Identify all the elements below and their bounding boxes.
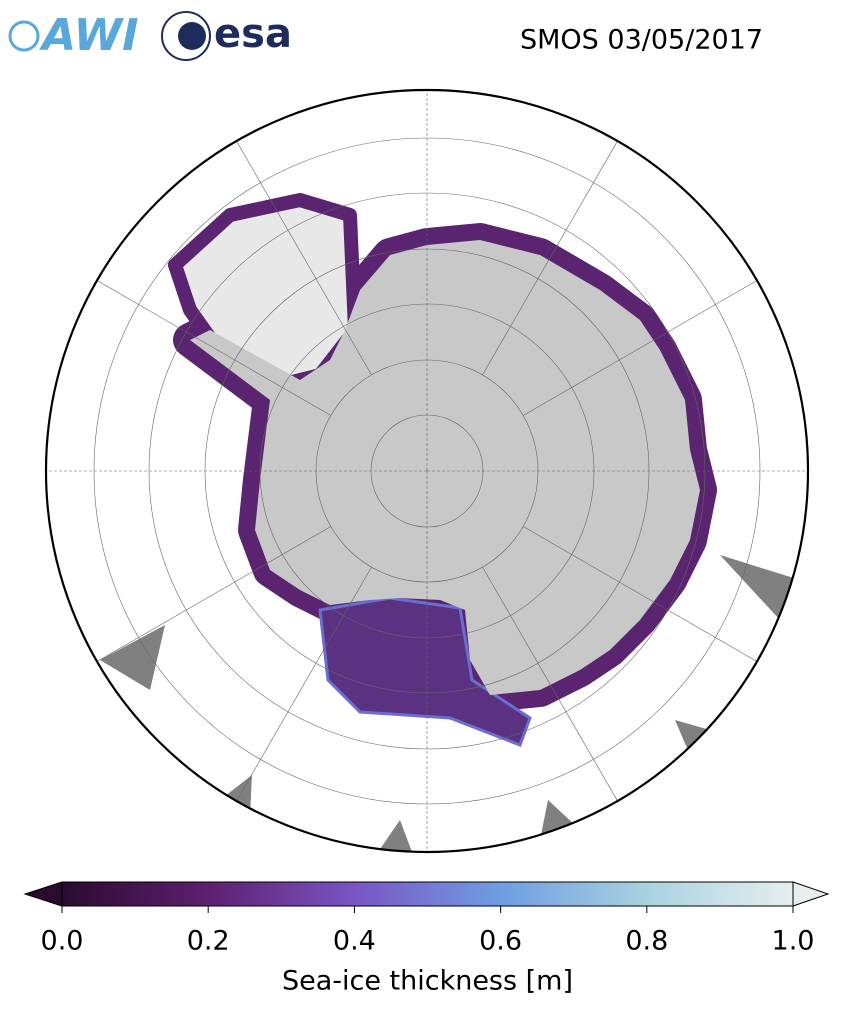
map-border xyxy=(44,88,810,854)
colorbar-tick-label: 0.8 xyxy=(625,926,668,957)
colorbar-extend-high xyxy=(792,881,830,907)
esa-logo: esa xyxy=(161,11,292,61)
meridian xyxy=(236,566,372,802)
graticule xyxy=(46,90,808,852)
colorbar-gradient xyxy=(61,881,794,907)
meridian xyxy=(522,526,758,662)
colorbar-tick-label: 0.4 xyxy=(333,926,376,957)
colorbar-tick-label: 0.6 xyxy=(479,926,522,957)
colorbar-tick-label: 0.2 xyxy=(187,926,230,957)
colorbar: 0.0 0.2 0.4 0.6 0.8 1.0 Sea-ice thickness [m] xyxy=(23,881,830,997)
meridian xyxy=(482,566,618,802)
colorbar-label: Sea-ice thickness [m] xyxy=(282,966,573,997)
meridian xyxy=(482,140,618,376)
awi-logo: AWI xyxy=(8,10,139,61)
meridian xyxy=(96,526,332,662)
ross-sea-ice xyxy=(318,596,532,747)
colorbar-extend-low xyxy=(23,881,63,907)
antarctica xyxy=(190,240,700,695)
colorbar-tick-label: 0.0 xyxy=(41,926,84,957)
meridian xyxy=(236,140,372,376)
no-data-wedges xyxy=(100,555,800,852)
meridian xyxy=(522,280,758,416)
esa-logo-text: esa xyxy=(214,11,292,57)
title: SMOS 03/05/2017 xyxy=(520,25,763,56)
meridian xyxy=(96,280,332,416)
awi-logo-text: AWI xyxy=(39,10,139,61)
map xyxy=(46,90,808,852)
colorbar-tick-label: 1.0 xyxy=(772,926,815,957)
